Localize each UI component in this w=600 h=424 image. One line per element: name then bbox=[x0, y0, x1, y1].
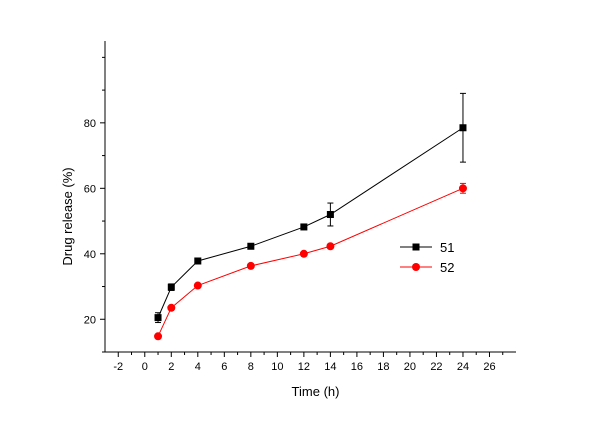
x-tick-label: 16 bbox=[351, 361, 363, 373]
series-line-52 bbox=[157, 187, 464, 337]
y-tick-label: 60 bbox=[84, 183, 96, 195]
y-tick-label: 40 bbox=[84, 249, 96, 261]
legend-marker-51 bbox=[412, 243, 420, 251]
data-point bbox=[154, 314, 162, 322]
data-point bbox=[326, 242, 335, 251]
y-axis-title: Drug release (%) bbox=[60, 167, 75, 265]
data-point bbox=[299, 249, 308, 258]
x-tick-label: 10 bbox=[271, 361, 283, 373]
x-tick-label: 12 bbox=[298, 361, 310, 373]
data-point bbox=[326, 211, 334, 219]
series-layer bbox=[154, 92, 467, 341]
x-tick-label: 22 bbox=[430, 361, 442, 373]
data-point bbox=[154, 332, 163, 341]
x-tick-label: 26 bbox=[483, 361, 495, 373]
data-point bbox=[458, 184, 467, 193]
series-52 bbox=[154, 182, 467, 341]
x-tick-label: 24 bbox=[457, 361, 469, 373]
x-tick-label: 14 bbox=[324, 361, 336, 373]
x-tick-label: 8 bbox=[248, 361, 254, 373]
x-tick-label: 0 bbox=[142, 361, 148, 373]
data-point bbox=[247, 242, 255, 250]
y-tick-label: 80 bbox=[84, 118, 96, 130]
series-line-51 bbox=[157, 127, 464, 318]
y-tick-label: 20 bbox=[84, 314, 96, 326]
x-tick-label: -2 bbox=[113, 361, 123, 373]
data-point bbox=[167, 283, 175, 291]
data-point bbox=[459, 124, 467, 132]
data-point bbox=[300, 223, 308, 231]
data-point bbox=[193, 281, 202, 290]
data-point bbox=[194, 257, 202, 265]
x-tick-label: 18 bbox=[377, 361, 389, 373]
legend-label-51: 51 bbox=[440, 240, 454, 255]
x-tick-label: 20 bbox=[404, 361, 416, 373]
x-tick-label: 2 bbox=[168, 361, 174, 373]
legend-label-52: 52 bbox=[440, 260, 454, 275]
data-point bbox=[246, 261, 255, 270]
x-axis-title: Time (h) bbox=[292, 384, 340, 399]
data-point bbox=[167, 303, 176, 312]
x-tick-label: 6 bbox=[221, 361, 227, 373]
x-tick-label: 4 bbox=[195, 361, 201, 373]
legend-marker-52 bbox=[412, 263, 420, 271]
series-51 bbox=[154, 92, 467, 324]
